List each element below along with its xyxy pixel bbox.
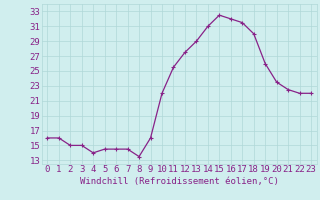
X-axis label: Windchill (Refroidissement éolien,°C): Windchill (Refroidissement éolien,°C) xyxy=(80,177,279,186)
